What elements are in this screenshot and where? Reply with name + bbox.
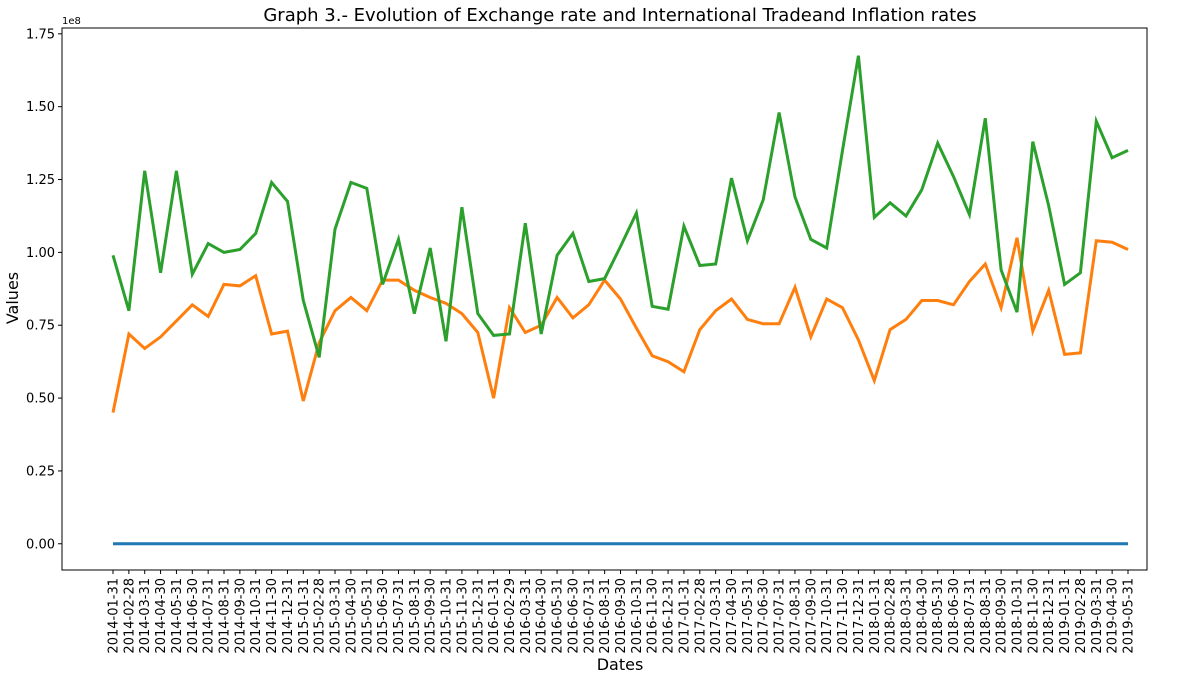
y-tick-label: 1.25 [26,173,55,188]
x-tick-label: 2016-07-31 [582,578,597,654]
x-tick-label: 2019-01-31 [1058,578,1073,654]
series-line-2 [111,237,1129,413]
x-tick-label: 2014-04-30 [154,578,169,654]
x-tick-label: 2018-10-31 [1011,578,1026,654]
x-tick-label: 2017-05-31 [741,578,756,654]
x-tick-label: 2016-10-31 [630,578,645,654]
x-tick-label: 2015-12-31 [471,578,486,654]
x-tick-label: 2015-06-30 [376,578,391,654]
x-tick-label: 2017-09-30 [804,578,819,654]
x-tick-label: 2018-02-28 [884,578,899,654]
x-tick-label: 2016-03-31 [519,578,534,654]
x-tick-label: 2015-01-31 [297,578,312,654]
x-axis: 2014-01-31 2014-02-28 2014-03-31 2014-04-30… [107,570,1137,654]
x-tick-label: 2019-04-30 [1106,578,1121,654]
x-tick-label: 2014-06-30 [186,578,201,654]
plot-area [111,55,1129,546]
x-tick-label: 2017-04-30 [725,578,740,654]
x-tick-label: 2016-01-31 [487,578,502,654]
x-tick-label: 2016-08-31 [598,578,613,654]
x-tick-label: 2017-08-31 [789,578,804,654]
x-tick-label: 2018-03-31 [900,578,915,654]
x-tick-label: 2019-02-28 [1074,578,1089,654]
y-tick-label: 1.50 [26,100,55,115]
x-tick-label: 2015-02-28 [313,578,328,654]
x-tick-label: 2018-06-30 [947,578,962,654]
x-tick-label: 2016-12-31 [662,578,677,654]
x-tick-label: 2015-03-31 [329,578,344,654]
x-tick-label: 2015-04-30 [344,578,359,654]
x-tick-label: 2016-02-29 [503,578,518,654]
y-tick-label: 0.25 [26,464,55,479]
x-tick-label: 2015-08-31 [408,578,423,654]
x-tick-label: 2019-03-31 [1090,578,1105,654]
y-tick-label: 1.75 [26,27,55,42]
x-tick-label: 2017-11-30 [836,578,851,654]
x-tick-label: 2015-10-31 [440,578,455,654]
x-tick-label: 2014-11-30 [265,578,280,654]
x-tick-label: 2017-03-31 [709,578,724,654]
x-tick-label: 2015-05-31 [360,578,375,654]
x-tick-label: 2016-09-30 [614,578,629,654]
y-tick-label: 0.00 [26,537,55,552]
x-tick-label: 2018-11-30 [1026,578,1041,654]
x-tick-label: 2017-07-31 [773,578,788,654]
x-tick-label: 2014-05-31 [170,578,185,654]
y-axis-offset-label: 1e8 [62,16,81,27]
x-tick-label: 2017-06-30 [757,578,772,654]
x-tick-label: 2017-10-31 [820,578,835,654]
x-tick-label: 2015-11-30 [455,578,470,654]
x-tick-label: 2014-08-31 [218,578,233,654]
y-tick-label: 0.75 [26,319,55,334]
y-axis-title: Values [3,272,22,324]
x-tick-label: 2018-09-30 [995,578,1010,654]
x-tick-label: 2014-09-30 [233,578,248,654]
y-axis: 0.00 0.25 0.50 0.75 1.00 1.25 1.50 1.75 [26,27,62,552]
x-tick-label: 2015-09-30 [424,578,439,654]
x-tick-label: 2017-12-31 [852,578,867,654]
x-tick-label: 2018-04-30 [915,578,930,654]
x-tick-label: 2018-01-31 [868,578,883,654]
x-tick-label: 2014-07-31 [202,578,217,654]
x-tick-label: 2014-03-31 [138,578,153,654]
chart-title: Graph 3.- Evolution of Exchange rate and… [263,5,976,26]
series-line-3 [111,55,1129,358]
x-tick-label: 2017-02-28 [693,578,708,654]
x-tick-label: 2018-07-31 [963,578,978,654]
x-tick-label: 2016-05-31 [551,578,566,654]
x-tick-label: 2016-06-30 [566,578,581,654]
x-tick-label: 2014-12-31 [281,578,296,654]
x-tick-label: 2014-01-31 [107,578,122,654]
x-tick-label: 2014-10-31 [249,578,264,654]
x-tick-label: 2014-02-28 [122,578,137,654]
x-tick-label: 2017-01-31 [677,578,692,654]
y-tick-label: 1.00 [26,246,55,261]
x-tick-label: 2018-08-31 [979,578,994,654]
x-tick-label: 2018-05-31 [931,578,946,654]
x-tick-label: 2015-07-31 [392,578,407,654]
plot-frame [61,27,1148,571]
x-tick-label: 2019-05-31 [1122,578,1137,654]
x-tick-label: 2016-04-30 [535,578,550,654]
x-axis-title: Dates [597,655,644,674]
x-tick-label: 2016-11-30 [646,578,661,654]
y-tick-label: 0.50 [26,392,55,407]
x-tick-label: 2018-12-31 [1042,578,1057,654]
